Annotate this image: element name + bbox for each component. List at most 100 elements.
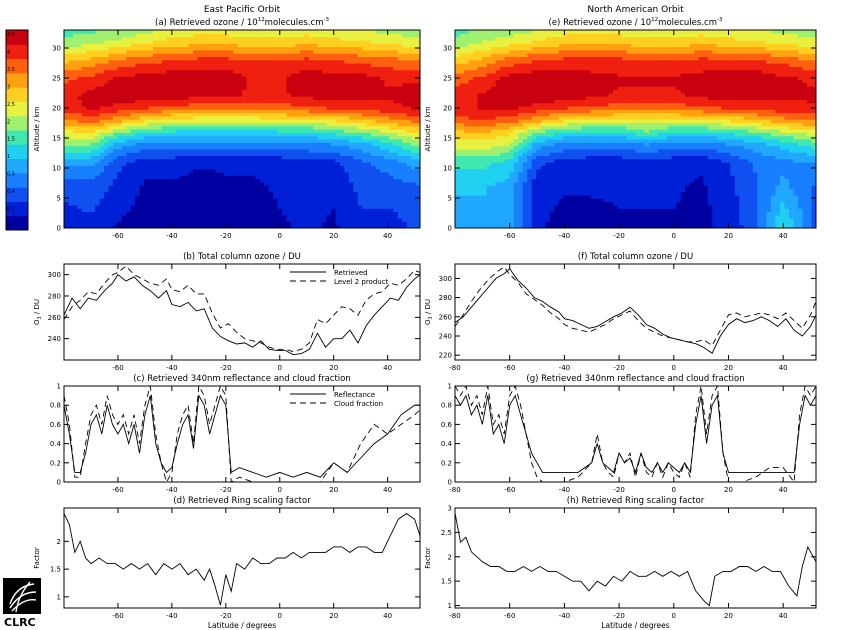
heatmap-cell — [246, 142, 252, 147]
heatmap-cell — [170, 39, 176, 44]
heatmap-cell — [90, 102, 96, 107]
heatmap-cell — [193, 185, 199, 189]
heatmap-cell — [112, 56, 118, 61]
heatmap-cell — [286, 96, 292, 100]
heatmap-cell — [397, 158, 403, 163]
heatmap-cell — [242, 175, 248, 180]
heatmap-cell — [144, 195, 150, 199]
heatmap-cell — [64, 56, 70, 61]
heatmap-cell — [277, 79, 283, 84]
heatmap-cell — [210, 66, 216, 71]
heatmap-cell — [379, 214, 385, 219]
heatmap-cell — [86, 178, 92, 183]
heatmap-cell — [268, 218, 274, 222]
heatmap-cell — [326, 82, 332, 87]
heatmap-cell — [335, 185, 341, 189]
heatmap-cell — [90, 148, 96, 153]
heatmap-cell — [104, 66, 110, 71]
heatmap-cell — [201, 96, 207, 100]
heatmap-cell — [339, 204, 345, 209]
heatmap-cell — [371, 168, 377, 173]
heatmap-cell — [379, 86, 385, 90]
heatmap-cell — [344, 152, 350, 156]
heatmap-cell — [326, 195, 332, 199]
heatmap-cell — [197, 152, 203, 156]
heatmap-cell — [268, 36, 274, 41]
heatmap-cell — [366, 181, 372, 186]
heatmap-cell — [308, 158, 314, 163]
heatmap-cell — [242, 86, 248, 90]
heatmap-cell — [304, 158, 310, 163]
heatmap-cell — [86, 76, 92, 81]
heatmap-cell — [121, 132, 127, 137]
heatmap-cell — [259, 204, 265, 209]
heatmap-cell — [335, 218, 341, 222]
heatmap-cell — [179, 33, 185, 38]
heatmap-cell — [411, 191, 417, 196]
heatmap-cell — [188, 224, 194, 228]
heatmap-cell — [326, 208, 332, 213]
heatmap-cell — [375, 36, 381, 41]
heatmap-cell — [139, 224, 145, 228]
heatmap-cell — [259, 112, 265, 117]
heatmap-cell — [411, 66, 417, 71]
heatmap-cell — [104, 46, 110, 51]
heatmap-cell — [371, 198, 377, 203]
heatmap-cell — [72, 96, 78, 100]
heatmap-cell — [246, 208, 252, 213]
heatmap-cell — [135, 59, 141, 64]
heatmap-cell — [348, 102, 354, 107]
panel-title-tail: molecules.cm — [265, 18, 324, 28]
heatmap-cell — [388, 145, 394, 150]
heatmap-cell — [411, 76, 417, 81]
heatmap-cell — [326, 49, 332, 54]
heatmap-cell — [81, 82, 87, 87]
heatmap-cell — [121, 191, 127, 196]
heatmap-cell — [255, 72, 261, 77]
heatmap-cell — [362, 145, 368, 150]
heatmap-cell — [148, 171, 154, 176]
heatmap-cell — [250, 152, 256, 156]
heatmap-cell — [397, 33, 403, 38]
heatmap-cell — [388, 69, 394, 74]
heatmap-cell — [166, 122, 172, 127]
heatmap-cell — [197, 195, 203, 199]
heatmap-cell — [277, 132, 283, 137]
heatmap-cell — [339, 165, 345, 170]
heatmap-cell — [406, 155, 412, 160]
y-axis-label-text: Altitude / km — [33, 106, 41, 151]
heatmap-cell — [170, 89, 176, 94]
heatmap-cell — [273, 96, 279, 100]
heatmap-cell — [246, 82, 252, 87]
heatmap-cell — [371, 92, 377, 97]
heatmap-cell — [144, 105, 150, 110]
heatmap-cell — [282, 191, 288, 196]
heatmap-cell — [117, 115, 123, 120]
heatmap-cell — [273, 82, 279, 87]
heatmap-cell — [175, 155, 181, 160]
heatmap-cell — [104, 56, 110, 61]
heatmap-cell — [201, 105, 207, 110]
heatmap-cell — [264, 162, 270, 166]
heatmap-cell — [108, 89, 114, 94]
heatmap-cell — [286, 201, 292, 206]
heatmap-cell — [242, 152, 248, 156]
heatmap-cell — [282, 165, 288, 170]
heatmap-cell — [348, 181, 354, 186]
heatmap-cell — [64, 148, 70, 153]
heatmap-cell — [299, 129, 305, 133]
heatmap-cell — [371, 135, 377, 140]
heatmap-cell — [308, 33, 314, 38]
heatmap-cell — [339, 178, 345, 183]
heatmap-cell — [273, 72, 279, 77]
heatmap-cell — [95, 221, 101, 226]
heatmap-cell — [335, 129, 341, 133]
heatmap-cell — [339, 129, 345, 133]
heatmap-cell — [388, 198, 394, 203]
heatmap-cell — [237, 92, 243, 97]
heatmap-cell — [402, 198, 408, 203]
heatmap-cell — [233, 175, 239, 180]
heatmap-cell — [268, 181, 274, 186]
heatmap-cell — [153, 119, 159, 123]
